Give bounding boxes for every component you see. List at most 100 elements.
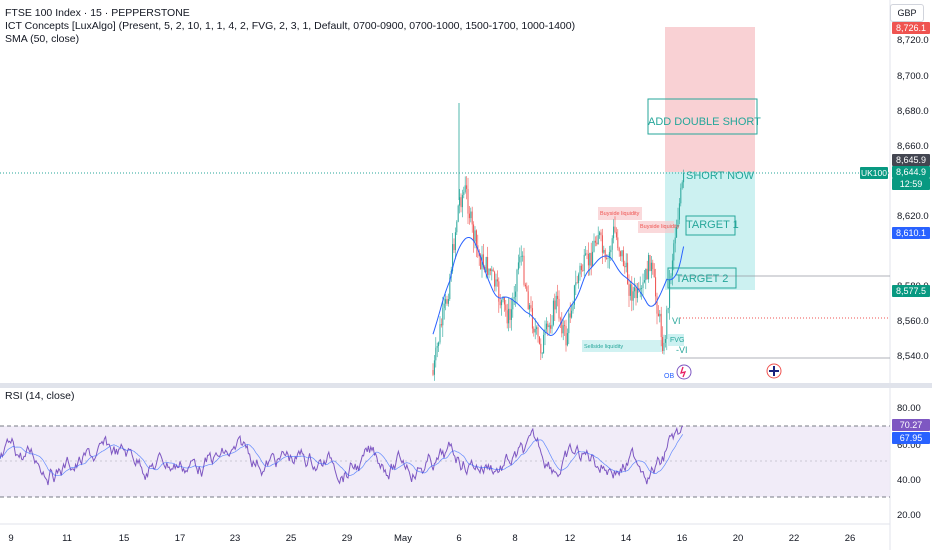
candle-body (545, 323, 547, 330)
candle-body (638, 288, 640, 290)
candle-body (505, 304, 507, 311)
vi-label: VI (672, 316, 681, 326)
sma-indicator-legend[interactable]: SMA (50, close) (5, 33, 80, 45)
candle-body (625, 262, 627, 268)
sellside-liquidity-box (582, 340, 662, 352)
blue-level-tag: 8,610.1 (892, 227, 930, 239)
buyside-liquidity-box-2 (638, 221, 674, 233)
candle-body (667, 307, 669, 310)
candle-body (646, 268, 648, 280)
candlestick-series[interactable] (432, 103, 685, 381)
candle-body (604, 249, 606, 259)
candle-body (629, 284, 631, 296)
target1-box[interactable] (685, 215, 736, 236)
candle-body (628, 283, 630, 296)
candle-body (592, 251, 594, 267)
candle-body (555, 295, 557, 310)
candle-body (460, 197, 462, 208)
candle-body (579, 265, 581, 275)
candle-body (666, 309, 668, 340)
candle-body (676, 226, 678, 238)
time-tick: 20 (732, 533, 744, 544)
rsi-ma-line (0, 434, 684, 477)
candle-body (543, 334, 545, 354)
candle-body (571, 310, 573, 318)
fvg-label: FVG (670, 337, 685, 344)
sellside-liquidity-label: Sellside liquidity (584, 344, 624, 350)
candle-body (536, 327, 538, 329)
candle-body (526, 286, 528, 292)
candle-body (461, 195, 463, 208)
buyside-liquidity-label: Buyside liquidity (640, 224, 680, 230)
candle-body (652, 262, 654, 270)
buyside-liquidity-label: Buyside liquidity (600, 211, 640, 217)
candle-body (655, 277, 657, 297)
rsi-tick: 60.00 (897, 440, 921, 451)
rsi-legend[interactable]: RSI (14, close) (5, 390, 75, 402)
candle-body (645, 268, 647, 281)
time-tick: 16 (676, 533, 688, 544)
candle-body (442, 308, 444, 326)
candle-body (470, 211, 472, 219)
candle-body (495, 279, 497, 287)
candle-body (561, 319, 563, 334)
symbol-tag[interactable]: UK100 (860, 167, 888, 179)
time-tick: 8 (512, 533, 518, 544)
candle-body (622, 250, 624, 267)
ict-indicator-legend[interactable]: ICT Concepts [LuxAlgo] (Present, 5, 2, 1… (5, 20, 576, 32)
candle-body (494, 271, 496, 287)
candle-body (439, 324, 441, 343)
candle-body (680, 187, 682, 204)
candle-body (538, 336, 540, 344)
target2-box[interactable] (667, 267, 737, 289)
candle-body (670, 275, 672, 280)
candle-body (656, 296, 658, 314)
price-tick: 8,540.0 (897, 351, 929, 362)
rsi-ma-value-tag: 67.95 (892, 432, 930, 444)
fvg-box (668, 334, 684, 346)
price-tick: 8,700.0 (897, 71, 929, 82)
candle-body (673, 243, 675, 261)
candle-body (573, 285, 575, 305)
currency-button[interactable]: GBP (890, 4, 924, 22)
candle-body (499, 301, 501, 306)
candle-body (601, 235, 603, 253)
candle-body (552, 300, 554, 325)
candle-body (559, 318, 561, 320)
time-tick: 22 (788, 533, 800, 544)
candle-body (512, 298, 514, 310)
add-double-short-box[interactable] (647, 98, 758, 135)
pane-divider[interactable] (0, 383, 932, 388)
rsi-value-tag: 70.27 (892, 419, 930, 431)
candle-body (636, 288, 638, 298)
uk-flag-icon (769, 366, 779, 376)
candle-body (445, 299, 447, 304)
candle-body (475, 230, 477, 246)
candle-body (467, 188, 469, 214)
candle-body (454, 232, 456, 251)
price-tick: 8,620.0 (897, 211, 929, 222)
candle-body (447, 299, 449, 304)
candle-body (554, 300, 556, 310)
candle-body (639, 288, 641, 290)
time-tick: 15 (118, 533, 130, 544)
candle-body (452, 244, 454, 272)
candle-body (635, 287, 637, 298)
target-zone[interactable] (665, 172, 755, 290)
candle-body (659, 313, 661, 317)
candle-body (515, 291, 517, 297)
vi-label: -VI (676, 345, 688, 355)
target-top-price-tag: 8,726.1 (892, 22, 930, 34)
candle-body (607, 258, 609, 259)
green-level-tag: 8,577.5 (892, 285, 930, 297)
candle-body (446, 299, 448, 304)
chart-title[interactable]: FTSE 100 Index · 15 · PEPPERSTONE (5, 7, 190, 19)
time-tick: 26 (844, 533, 856, 544)
rsi-band (0, 426, 890, 497)
time-tick: May (394, 533, 412, 544)
time-tick: 12 (564, 533, 576, 544)
time-tick: 14 (620, 533, 632, 544)
candle-body (634, 287, 636, 292)
